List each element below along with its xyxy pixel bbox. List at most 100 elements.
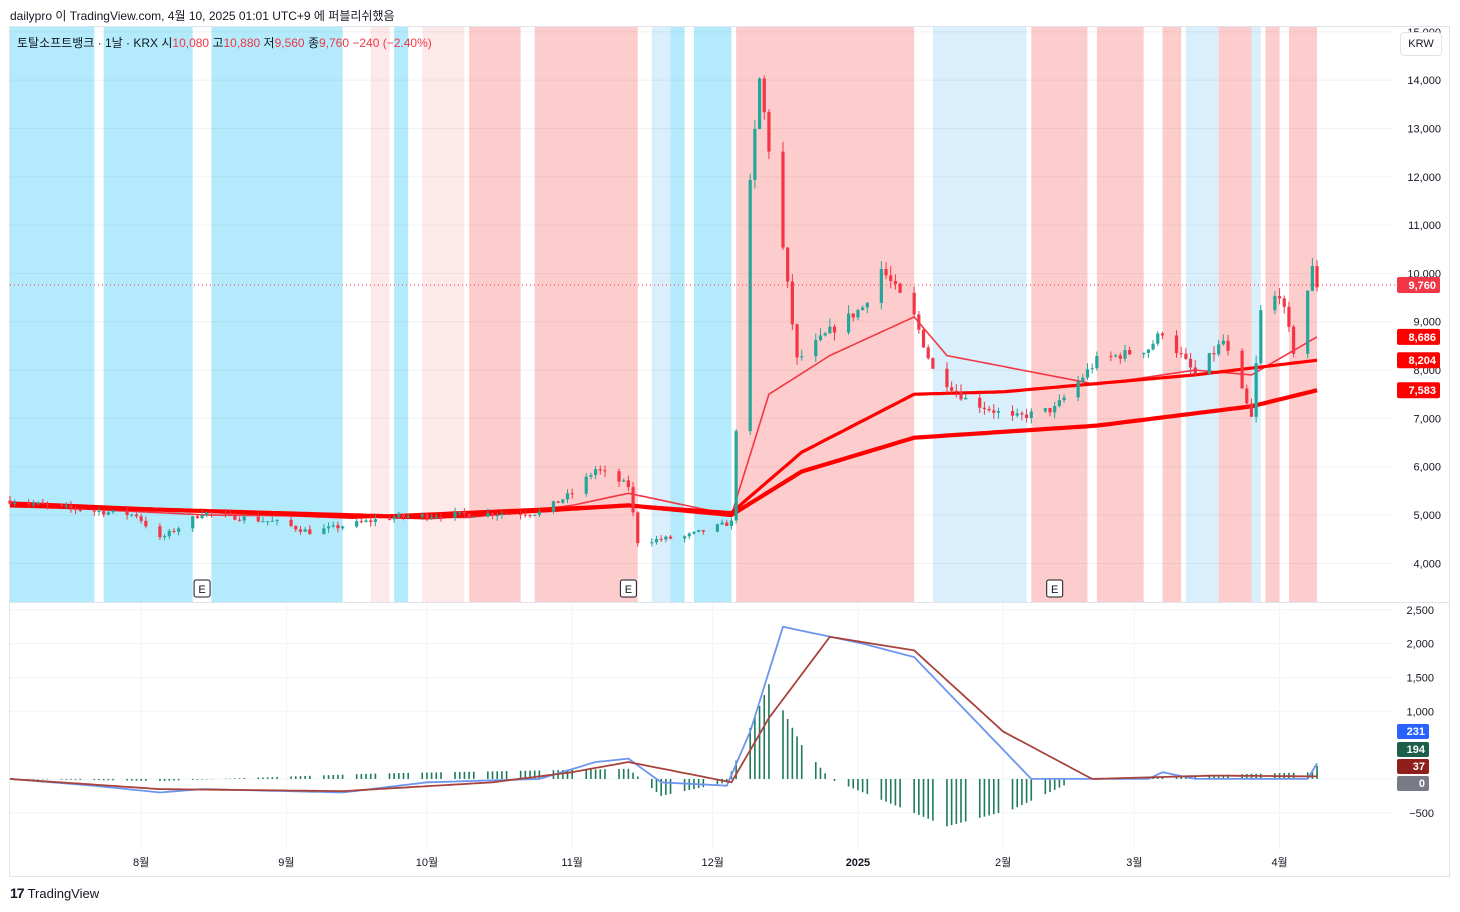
- tradingview-footer[interactable]: 17 TradingView: [10, 885, 99, 901]
- candle-body[interactable]: [828, 326, 832, 334]
- candle-body[interactable]: [1188, 358, 1193, 368]
- candle-body[interactable]: [668, 536, 673, 539]
- candle-body[interactable]: [570, 493, 574, 495]
- candle-body[interactable]: [987, 408, 991, 411]
- candle-body[interactable]: [626, 480, 630, 488]
- candle-body[interactable]: [13, 503, 17, 505]
- candle-body[interactable]: [697, 530, 701, 532]
- candle-body[interactable]: [683, 536, 687, 539]
- candle-body[interactable]: [757, 78, 762, 129]
- candle-body[interactable]: [1310, 266, 1314, 291]
- candle-body[interactable]: [861, 307, 865, 311]
- candle-body[interactable]: [177, 528, 181, 532]
- candle-body[interactable]: [397, 514, 401, 518]
- candle-body[interactable]: [921, 329, 926, 348]
- candle-body[interactable]: [1053, 406, 1057, 413]
- candle-body[interactable]: [692, 531, 696, 534]
- symbol-name[interactable]: 토탈소프트뱅크 · 1날 · KRX: [17, 36, 158, 50]
- candle-body[interactable]: [622, 480, 626, 482]
- candle-body[interactable]: [1179, 353, 1183, 355]
- candle-body[interactable]: [420, 514, 424, 517]
- candle-body[interactable]: [851, 313, 855, 318]
- candle-body[interactable]: [41, 502, 45, 504]
- candle-body[interactable]: [1010, 411, 1015, 416]
- candle-body[interactable]: [486, 513, 490, 517]
- candle-body[interactable]: [45, 503, 50, 505]
- candle-body[interactable]: [134, 514, 139, 517]
- candle-body[interactable]: [584, 476, 588, 494]
- candle-body[interactable]: [519, 514, 523, 516]
- candle-body[interactable]: [1043, 408, 1047, 412]
- candle-body[interactable]: [191, 516, 195, 529]
- candle-body[interactable]: [341, 526, 345, 529]
- candle-body[interactable]: [1156, 333, 1160, 344]
- candle-body[interactable]: [462, 511, 467, 514]
- candle-body[interactable]: [322, 528, 326, 535]
- candle-body[interactable]: [832, 326, 837, 333]
- candle-body[interactable]: [256, 516, 260, 522]
- earnings-marker[interactable]: [193, 579, 211, 598]
- candle-body[interactable]: [434, 516, 438, 518]
- candle-body[interactable]: [326, 526, 331, 529]
- candle-body[interactable]: [1118, 355, 1122, 359]
- candle-body[interactable]: [1020, 413, 1024, 415]
- candle-body[interactable]: [392, 517, 396, 520]
- candle-body[interactable]: [762, 78, 766, 113]
- earnings-marker[interactable]: [1046, 579, 1064, 598]
- candle-body[interactable]: [298, 529, 303, 532]
- candle-body[interactable]: [275, 519, 279, 521]
- candle-body[interactable]: [1282, 298, 1286, 307]
- candle-body[interactable]: [551, 501, 556, 512]
- candle-body[interactable]: [1024, 414, 1029, 419]
- candle-body[interactable]: [982, 407, 987, 409]
- candle-body[interactable]: [495, 515, 499, 517]
- candle-body[interactable]: [1287, 306, 1291, 327]
- candle-body[interactable]: [1306, 290, 1310, 354]
- candle-body[interactable]: [1254, 363, 1258, 417]
- candle-body[interactable]: [270, 520, 274, 522]
- candle-body[interactable]: [266, 521, 270, 523]
- candle-body[interactable]: [898, 283, 902, 293]
- candle-body[interactable]: [31, 503, 36, 505]
- candle-body[interactable]: [490, 513, 495, 516]
- candle-body[interactable]: [205, 512, 209, 516]
- candle-body[interactable]: [228, 513, 232, 515]
- candle-body[interactable]: [720, 522, 724, 525]
- candle-body[interactable]: [1114, 355, 1118, 357]
- candle-body[interactable]: [73, 508, 78, 510]
- candle-body[interactable]: [959, 391, 963, 400]
- candle-body[interactable]: [734, 431, 738, 521]
- candle-body[interactable]: [725, 522, 729, 526]
- candle-body[interactable]: [336, 525, 340, 529]
- candle-body[interactable]: [650, 542, 654, 544]
- candle-body[interactable]: [27, 503, 31, 505]
- candle-body[interactable]: [242, 516, 246, 521]
- candle-body[interactable]: [593, 469, 598, 476]
- candle-body[interactable]: [795, 324, 799, 358]
- candle-body[interactable]: [8, 500, 12, 504]
- candle-body[interactable]: [331, 525, 335, 527]
- candle-body[interactable]: [1221, 340, 1225, 345]
- candle-body[interactable]: [36, 502, 40, 504]
- candle-body[interactable]: [800, 356, 804, 358]
- candle-body[interactable]: [467, 513, 471, 518]
- candle-body[interactable]: [636, 512, 640, 544]
- candle-body[interactable]: [1217, 344, 1221, 355]
- candle-body[interactable]: [289, 519, 293, 527]
- candle-body[interactable]: [1085, 369, 1090, 378]
- candle-body[interactable]: [504, 514, 509, 515]
- candle-body[interactable]: [996, 411, 1001, 413]
- candle-body[interactable]: [701, 530, 705, 532]
- candle-body[interactable]: [926, 347, 930, 359]
- candle-body[interactable]: [1240, 350, 1244, 389]
- candle-body[interactable]: [1212, 353, 1216, 355]
- candle-body[interactable]: [125, 510, 129, 516]
- candle-body[interactable]: [1109, 356, 1113, 358]
- candle-body[interactable]: [767, 112, 771, 152]
- candle-body[interactable]: [687, 533, 691, 537]
- candle-body[interactable]: [565, 493, 570, 500]
- candle-body[interactable]: [631, 487, 635, 513]
- candle-body[interactable]: [748, 179, 752, 432]
- candle-body[interactable]: [387, 519, 392, 521]
